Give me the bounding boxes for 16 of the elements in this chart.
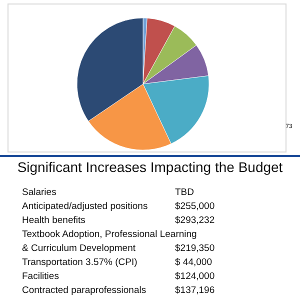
text: Contracted paraprofessionals (22, 285, 146, 296)
text: Salaries (22, 187, 57, 198)
text: $124,000 (175, 271, 215, 282)
text: $219,350 (175, 243, 215, 254)
text: Transportation 3.57% (CPI) (22, 257, 138, 268)
text: Facilities (22, 271, 60, 282)
text: & Curriculum Development (22, 243, 136, 254)
text: Textbook Adoption, Professional Learning (22, 229, 197, 240)
text: $ 44,000 (175, 257, 212, 268)
text: TBD (175, 187, 194, 198)
text: $137,196 (175, 285, 215, 296)
text: $255,000 (175, 201, 215, 212)
text: Health benefits (22, 215, 86, 226)
text: Significant Increases Impacting the Budget (17, 159, 283, 175)
text: $293,232 (175, 215, 215, 226)
text: Anticipated/adjusted positions (22, 201, 148, 212)
